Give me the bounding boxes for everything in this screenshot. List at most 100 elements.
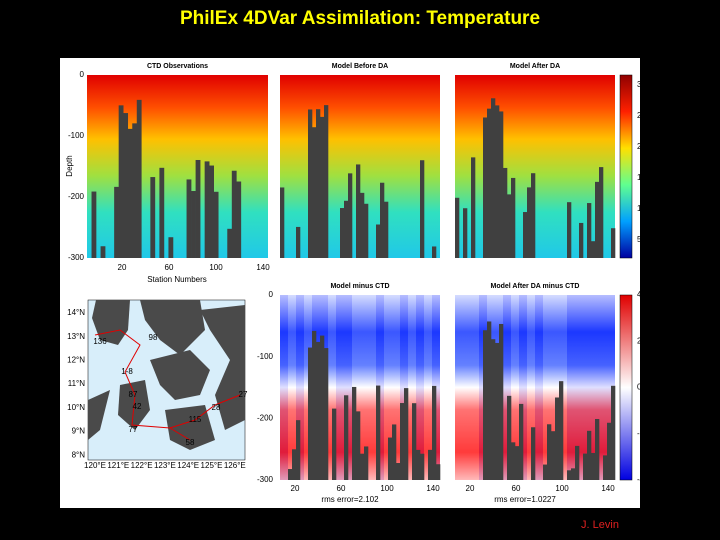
data-gap [136,99,142,259]
colorbar-tick-label: 0 [637,383,642,392]
data-gap [209,165,214,258]
data-gap [487,321,492,480]
heatmap-stripe [455,295,463,480]
data-gap [523,212,528,258]
colorbar-tick-label: 20 [637,142,646,151]
data-gap [380,182,385,258]
heatmap-stripe [567,295,575,480]
y-tick-label: 0 [80,70,85,79]
rms-error: rms error=2.102 [321,495,379,504]
y-tick-label: -200 [68,192,85,201]
panel-title: Model Before DA [332,63,388,70]
heatmap-stripe [328,295,336,480]
map-land [150,350,210,400]
map-land [140,300,205,355]
data-gap [364,203,369,258]
data-gap [416,449,421,480]
data-gap [595,419,600,480]
data-gap [352,386,357,480]
data-gap [499,323,504,480]
data-gap [471,157,476,258]
station-label: 87 [129,390,138,399]
data-gap [527,187,532,258]
colorbar-tick-label: -4 [637,475,645,484]
heatmap-stripe [344,295,352,480]
rms-error: rms error=1.0227 [494,495,556,504]
data-gap [316,341,321,480]
lat-label: 11°N [68,379,86,388]
data-gap [376,385,381,480]
data-gap [324,348,329,480]
data-gap [567,470,572,480]
data-gap [308,347,313,480]
y-tick-label: -300 [257,475,274,484]
data-gap [316,109,321,258]
data-gap [551,431,556,480]
map-land [200,305,245,430]
station-label: 1-8 [121,367,133,376]
heatmap-stripe [288,295,296,480]
lat-label: 8°N [72,450,86,459]
data-gap [213,191,219,258]
lon-label: 121°E [107,461,129,470]
data-gap [332,408,337,480]
data-gap [428,449,433,480]
data-gap [412,403,417,480]
x-axis-label: Station Numbers [147,275,207,284]
data-gap [360,453,365,480]
panel-title: Model After DA minus CTD [491,283,580,290]
heatmap-stripe [360,295,368,480]
data-gap [340,208,345,258]
data-gap [432,385,437,480]
data-gap [100,246,106,258]
y-tick-label: 0 [269,290,274,299]
lon-label: 126°E [224,461,246,470]
y-tick-label: -100 [68,131,85,140]
data-gap [559,381,564,480]
colorbar-tick-label: 30 [637,80,646,89]
data-gap [288,469,293,480]
slide-title: PhilEx 4DVar Assimilation: Temperature [180,8,540,29]
lat-label: 12°N [67,356,85,365]
data-gap [159,167,165,258]
data-gap [587,203,592,258]
y-tick-label: -300 [68,253,85,262]
heatmap-stripe [471,295,479,480]
data-gap [495,105,500,258]
data-gap [312,127,317,259]
heatmap-stripe [543,295,551,480]
data-gap [236,181,242,258]
lat-label: 14°N [67,308,85,317]
data-gap [555,397,560,480]
data-gap [436,464,441,480]
x-tick-label: 20 [118,263,127,272]
heatmap-stripe [591,295,599,480]
data-gap [611,385,616,480]
x-tick-label: 60 [337,484,346,493]
data-gap [571,468,576,480]
data-gap [114,186,119,258]
x-tick-label: 100 [380,484,394,493]
data-gap [595,181,600,258]
data-gap [118,105,124,258]
data-gap [344,395,349,480]
heatmap-stripe [575,295,583,480]
x-tick-label: 140 [426,484,440,493]
heatmap-stripe [280,295,288,480]
data-gap [360,192,365,258]
x-tick-label: 20 [466,484,475,493]
heatmap-stripe [408,295,416,480]
data-gap [579,222,584,258]
x-tick-label: 20 [291,484,300,493]
heatmap-stripe [599,295,607,480]
data-gap [344,200,349,258]
data-gap [583,453,588,480]
x-tick-label: 60 [512,484,521,493]
data-gap [191,191,196,258]
data-gap [168,237,174,258]
data-gap [292,449,297,480]
heatmap-stripe [416,295,424,480]
y-tick-label: -200 [257,413,274,422]
